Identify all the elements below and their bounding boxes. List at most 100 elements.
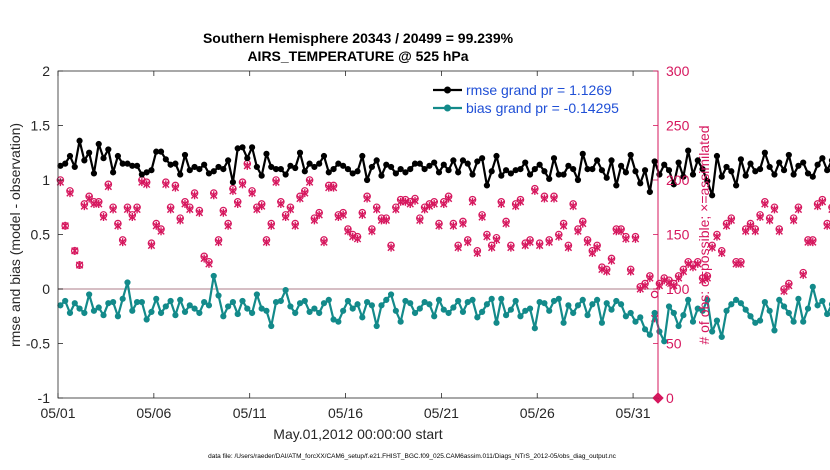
bias-point	[225, 303, 232, 310]
obs-assimilated-point	[372, 205, 381, 214]
bias-point	[627, 309, 634, 317]
obs-assimilated-point	[785, 281, 793, 290]
obs-assimilated-point	[138, 178, 146, 187]
rmse-point	[670, 181, 677, 188]
rmse-point	[795, 162, 802, 169]
rmse-point	[95, 140, 102, 148]
rmse-point	[440, 161, 447, 168]
bias-point	[780, 303, 788, 310]
bias-point	[215, 292, 222, 299]
rmse-point	[526, 171, 534, 178]
bias-point	[502, 312, 510, 319]
rmse-point	[733, 182, 740, 189]
rmse-point	[392, 170, 399, 177]
obs-assimilated-point	[176, 216, 184, 225]
bias-point	[761, 298, 768, 306]
obs-assimilated-point	[789, 216, 798, 225]
obs-assimilated-point	[315, 210, 323, 219]
obs-assimilated-point	[109, 205, 117, 214]
bias-point	[512, 297, 519, 305]
obs-assimilated-point	[234, 199, 242, 208]
bias-point	[483, 301, 491, 308]
right-tick-label: 100	[666, 281, 690, 297]
bias-point	[493, 319, 500, 326]
bias-point	[555, 295, 562, 302]
rmse-point	[646, 188, 653, 196]
bias-point	[632, 318, 639, 325]
rmse-point	[325, 169, 332, 176]
x-tick-label: 05/31	[616, 405, 651, 421]
bias-point	[373, 322, 380, 330]
chart-title: Southern Hemisphere 20343 / 20499 = 99.2…	[203, 30, 514, 46]
bias-point	[57, 302, 64, 309]
left-tick-label: 1	[42, 172, 50, 188]
bias-point	[320, 300, 328, 307]
bias-point	[263, 307, 270, 314]
rmse-point	[162, 156, 169, 163]
bias-point	[157, 309, 165, 317]
rmse-point	[665, 167, 673, 174]
bias-point	[455, 297, 462, 305]
bias-point	[90, 307, 98, 314]
x-tick-label: 05/01	[40, 405, 75, 421]
rmse-point	[622, 169, 629, 176]
rmse-point	[364, 176, 371, 184]
bias-point	[392, 307, 399, 314]
bias-point	[205, 302, 213, 309]
rmse-point	[450, 157, 457, 164]
obs-assimilated-point	[248, 189, 256, 198]
rmse-point	[550, 155, 558, 162]
bias-point	[325, 296, 332, 303]
rmse-point	[747, 160, 754, 167]
bias-point	[435, 296, 443, 303]
obs-assimilated-point	[171, 183, 180, 192]
obs-assimilated-point	[569, 202, 577, 211]
rmse-point	[210, 168, 217, 175]
bias-point	[129, 307, 136, 314]
bias-point	[713, 317, 721, 324]
obs-assimilated-point	[128, 213, 136, 222]
obs-assimilated-point	[190, 191, 199, 200]
bias-point	[824, 310, 830, 318]
obs-assimilated-point	[473, 249, 482, 258]
bias-point	[526, 305, 534, 312]
obs-assimilated-point	[598, 265, 606, 274]
rmse-point	[105, 146, 112, 153]
obs-assimilated-point	[684, 259, 692, 268]
rmse-point	[316, 160, 323, 167]
bias-point	[733, 296, 740, 303]
bias-point	[143, 316, 150, 323]
obs-assimilated-point	[516, 197, 525, 206]
rmse-point	[239, 144, 246, 151]
obs-assimilated-point	[660, 276, 668, 285]
x-tick-label: 05/06	[136, 405, 171, 421]
obs-assimilated-point	[535, 241, 544, 250]
rmse-point	[531, 166, 538, 173]
bias-point	[76, 305, 83, 312]
obs-assimilated-point	[339, 210, 347, 219]
bias-point	[579, 296, 586, 303]
bias-point	[268, 322, 275, 330]
bias-point	[253, 291, 260, 298]
rmse-point	[651, 158, 658, 165]
rmse-point	[81, 157, 88, 164]
bias-point	[411, 309, 419, 317]
rmse-point	[181, 151, 189, 159]
rmse-point	[502, 167, 510, 174]
obs-assimilated-point	[775, 227, 783, 236]
obs-assimilated-point	[406, 199, 414, 208]
obs-assimilated-point	[214, 238, 223, 247]
rmse-point	[148, 167, 155, 174]
obs-assimilated-point	[61, 221, 69, 230]
bias-point	[349, 305, 356, 312]
obs-assimilated-point	[507, 243, 515, 252]
rmse-point	[479, 155, 486, 162]
left-tick-label: 1.5	[31, 118, 51, 134]
rmse-point	[742, 172, 749, 179]
rmse-point	[560, 171, 567, 178]
chart-subtitle: AIRS_TEMPERATURE @ 525 hPa	[247, 48, 468, 64]
bias-point	[737, 300, 745, 307]
rmse-point	[90, 170, 98, 177]
obs-assimilated-point	[559, 221, 568, 230]
